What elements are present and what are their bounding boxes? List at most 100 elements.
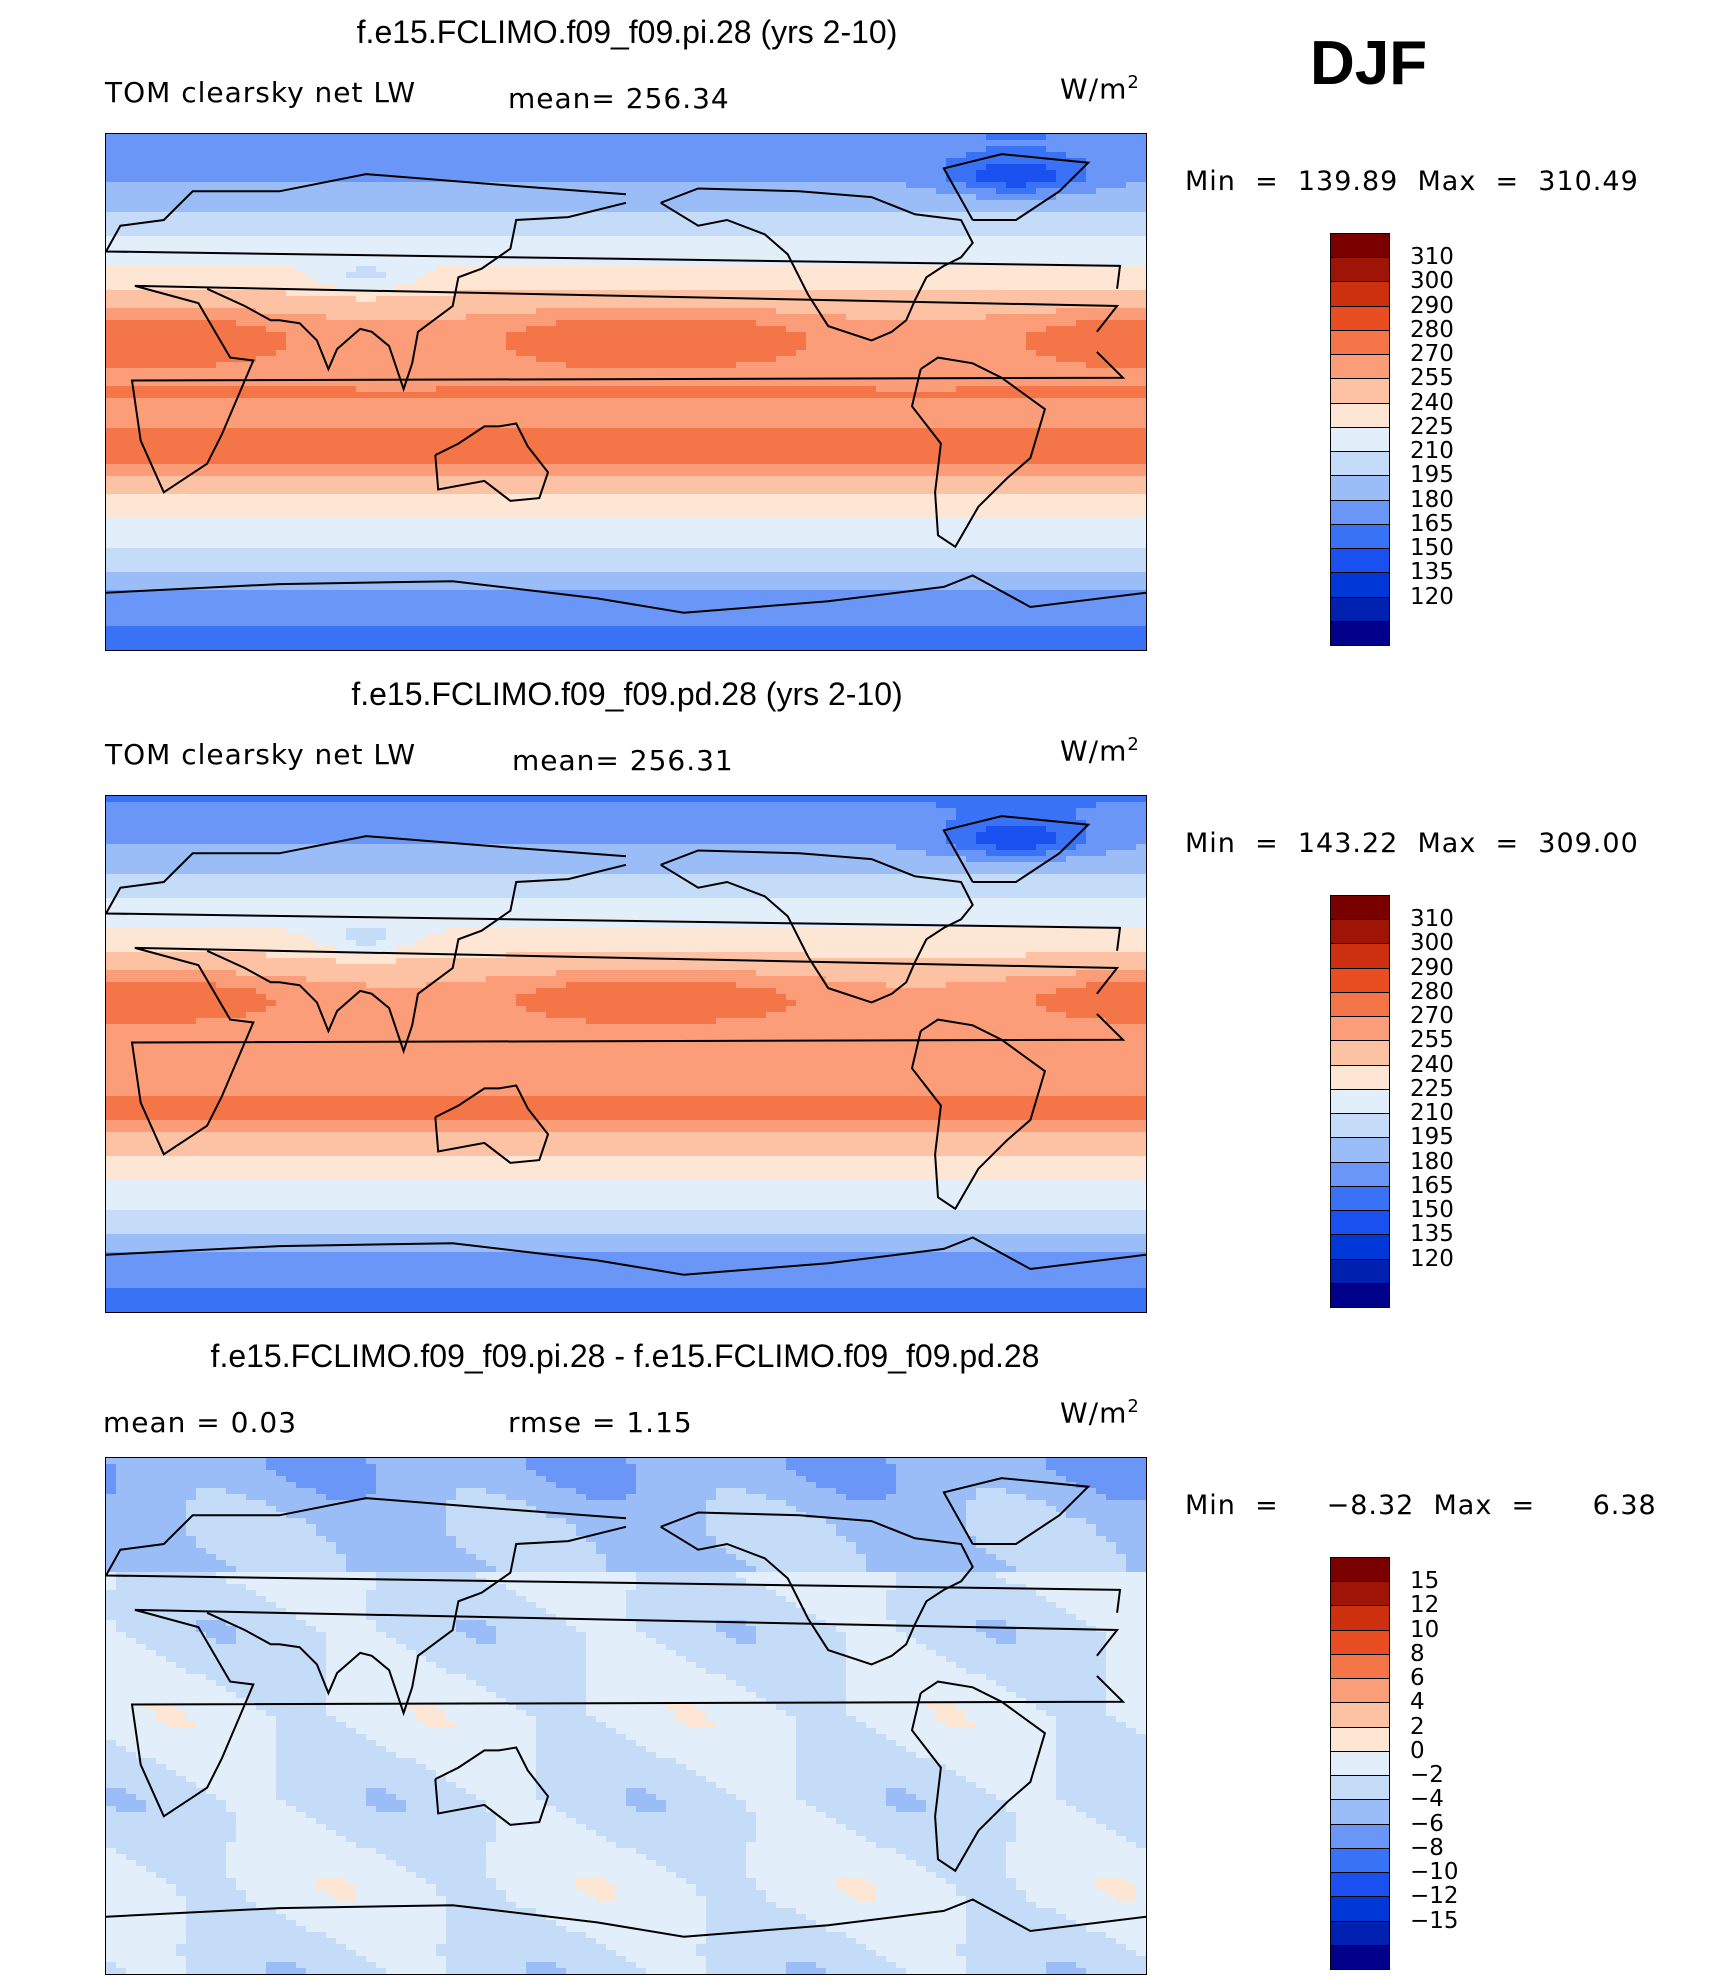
field-cell	[626, 170, 637, 177]
field-cell	[736, 218, 747, 225]
field-cell	[316, 254, 327, 261]
field-cell	[186, 350, 197, 357]
field-cell	[1136, 224, 1146, 231]
field-cell	[876, 326, 887, 333]
field-cell	[1056, 134, 1067, 141]
field-cell	[506, 146, 517, 153]
field-cell	[336, 152, 347, 159]
field-cell	[586, 164, 597, 171]
field-cell	[116, 236, 127, 243]
field-cell	[1076, 368, 1087, 375]
field-cell	[376, 230, 387, 237]
field-cell	[836, 368, 847, 375]
field-cell	[436, 254, 447, 261]
field-cell	[1086, 344, 1097, 351]
field-cell	[846, 158, 857, 165]
field-cell	[816, 290, 827, 297]
field-cell	[886, 284, 897, 291]
field-cell	[496, 230, 507, 237]
field-cell	[166, 218, 177, 225]
field-cell	[616, 260, 627, 267]
field-cell	[1006, 284, 1017, 291]
field-cell	[736, 224, 747, 231]
field-cell	[286, 326, 297, 333]
field-cell	[1116, 380, 1127, 387]
field-cell	[936, 242, 947, 249]
field-cell	[1136, 152, 1146, 159]
field-cell	[216, 296, 227, 303]
field-cell	[836, 170, 847, 177]
field-cell	[156, 164, 167, 171]
field-cell	[856, 140, 867, 147]
field-cell	[916, 176, 927, 183]
field-cell	[926, 320, 937, 327]
field-cell	[1136, 320, 1146, 327]
field-cell	[736, 152, 747, 159]
field-cell	[956, 362, 967, 369]
field-cell	[566, 380, 577, 387]
field-cell	[996, 152, 1007, 159]
field-cell	[886, 188, 897, 195]
field-cell	[776, 140, 787, 147]
field-cell	[1006, 200, 1017, 207]
field-cell	[666, 392, 677, 399]
field-cell	[606, 416, 617, 423]
field-cell	[1106, 320, 1117, 327]
field-cell	[236, 344, 247, 351]
field-cell	[406, 182, 417, 189]
field-cell	[346, 320, 357, 327]
field-cell	[1036, 146, 1047, 153]
field-cell	[966, 170, 977, 177]
field-cell	[406, 338, 417, 345]
field-cell	[926, 212, 937, 219]
field-cell	[186, 266, 197, 273]
field-cell	[716, 302, 727, 309]
field-cell	[826, 212, 837, 219]
field-cell	[286, 230, 297, 237]
field-cell	[676, 230, 687, 237]
field-cell	[186, 164, 197, 171]
field-cell	[566, 158, 577, 165]
field-cell	[276, 332, 287, 339]
field-cell	[906, 266, 917, 273]
field-cell	[356, 320, 367, 327]
field-cell	[866, 392, 877, 399]
field-cell	[996, 272, 1007, 279]
field-cell	[216, 248, 227, 255]
field-cell	[586, 332, 597, 339]
field-cell	[156, 302, 167, 309]
field-cell	[826, 374, 837, 381]
field-cell	[376, 314, 387, 321]
field-cell	[486, 260, 497, 267]
field-cell	[346, 164, 357, 171]
field-cell	[826, 350, 837, 357]
field-cell	[1016, 398, 1027, 405]
field-cell	[496, 200, 507, 207]
field-cell	[1136, 350, 1146, 357]
field-cell	[936, 152, 947, 159]
field-cell	[816, 230, 827, 237]
field-cell	[586, 404, 597, 411]
field-cell	[646, 362, 657, 369]
field-cell	[886, 236, 897, 243]
field-cell	[136, 260, 147, 267]
field-cell	[736, 254, 747, 261]
field-cell	[276, 368, 287, 375]
field-cell	[166, 242, 177, 249]
field-cell	[756, 224, 767, 231]
field-cell	[256, 134, 267, 141]
field-cell	[226, 380, 237, 387]
field-cell	[346, 200, 357, 207]
field-cell	[146, 224, 157, 231]
field-cell	[476, 224, 487, 231]
field-cell	[406, 230, 417, 237]
field-cell	[966, 380, 977, 387]
field-cell	[866, 182, 877, 189]
field-cell	[846, 146, 857, 153]
field-cell	[716, 284, 727, 291]
field-cell	[496, 320, 507, 327]
field-cell	[636, 356, 647, 363]
field-cell	[786, 194, 797, 201]
field-cell	[636, 374, 647, 381]
field-cell	[146, 350, 157, 357]
